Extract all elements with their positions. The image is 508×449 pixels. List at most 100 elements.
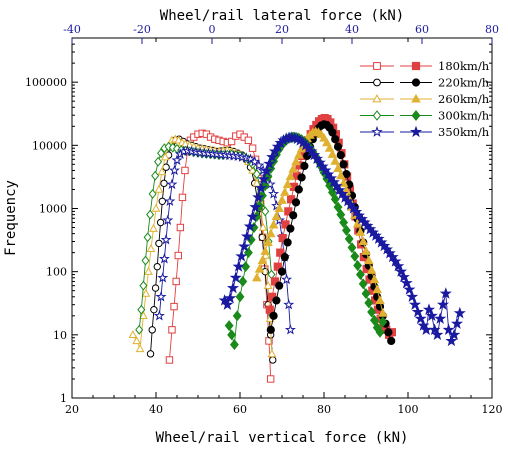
data-point: [324, 143, 335, 152]
data-point: [158, 197, 167, 205]
data-point: [425, 309, 438, 321]
data-point: [275, 281, 284, 290]
data-point: [128, 330, 138, 339]
y-tick-label: 1: [60, 392, 67, 405]
data-point: [274, 203, 285, 213]
data-point: [281, 273, 293, 285]
data-point: [291, 156, 301, 166]
data-point: [157, 167, 167, 176]
data-point: [373, 62, 381, 70]
series-layer: [128, 113, 466, 383]
data-point: [224, 291, 237, 304]
data-point: [372, 94, 382, 103]
data-point: [269, 356, 277, 364]
data-point: [252, 169, 261, 180]
data-point: [238, 275, 248, 287]
data-point: [257, 255, 268, 265]
data-point: [148, 188, 157, 199]
data-point: [139, 311, 148, 320]
data-point: [146, 209, 155, 220]
legend: 180km/h 220km/h 260km/h 300km/h 350km/h: [360, 59, 490, 139]
data-point: [137, 304, 146, 315]
data-point: [291, 198, 301, 207]
data-point: [372, 284, 383, 294]
data-point: [361, 288, 371, 300]
data-point: [251, 272, 262, 282]
data-point: [369, 274, 380, 284]
data-point: [240, 230, 254, 242]
data-point: [377, 308, 388, 317]
data-point: [384, 328, 393, 337]
data-point: [283, 238, 292, 247]
data-point: [288, 163, 299, 173]
data-point: [158, 252, 170, 264]
data-point: [411, 61, 421, 71]
data-point: [246, 210, 259, 222]
data-point: [151, 284, 160, 292]
data-point: [363, 255, 374, 265]
data-point: [366, 265, 377, 274]
data-point: [277, 267, 287, 276]
data-point: [373, 78, 381, 87]
data-point: [414, 312, 427, 324]
legend-entry-220: 220km/h: [360, 76, 490, 90]
data-point: [224, 320, 234, 332]
data-point: [168, 326, 176, 334]
x-tick-label: 60: [233, 403, 247, 416]
y-tick-label: 10000: [32, 139, 67, 152]
x-tick-label: 20: [65, 403, 79, 416]
data-point: [279, 187, 290, 196]
data-point: [227, 137, 236, 146]
data-point: [408, 298, 422, 310]
data-point: [132, 336, 142, 345]
data-point: [148, 326, 156, 334]
data-point: [155, 239, 163, 248]
data-point: [151, 170, 160, 181]
data-point: [369, 314, 379, 326]
data-point: [293, 149, 304, 159]
data-point: [232, 310, 242, 322]
data-point: [226, 281, 240, 294]
data-point: [286, 224, 295, 233]
legend-label: 220km/h: [438, 76, 490, 90]
data-point: [277, 195, 287, 204]
data-point: [387, 336, 396, 346]
data-point: [389, 255, 402, 267]
data-point: [221, 298, 234, 310]
legend-entry-180: 180km/h: [360, 59, 490, 73]
data-point: [271, 211, 282, 220]
data-point: [263, 237, 273, 247]
data-point: [347, 242, 357, 254]
data-point: [450, 317, 464, 329]
data-point: [448, 328, 461, 340]
data-point: [328, 128, 337, 137]
data-point: [431, 328, 444, 340]
data-point: [149, 223, 158, 232]
data-point: [165, 356, 174, 364]
series-260-vertical: [128, 134, 277, 358]
data-point: [155, 290, 167, 302]
data-point: [253, 159, 265, 171]
data-point: [139, 280, 148, 291]
data-point: [266, 150, 279, 163]
data-point: [411, 78, 421, 87]
data-point: [252, 178, 262, 187]
data-point: [353, 260, 363, 272]
data-point: [248, 144, 257, 152]
data-point: [297, 173, 306, 182]
data-point: [355, 227, 366, 236]
data-point: [227, 329, 237, 341]
x2-axis-ticks: -40 -20 0 20 40 60 80: [63, 23, 499, 44]
data-point: [229, 271, 242, 283]
legend-entry-300: 300km/h: [360, 109, 490, 123]
data-point: [146, 244, 156, 253]
data-point: [300, 161, 309, 171]
data-point: [358, 236, 369, 246]
data-point: [141, 255, 150, 266]
data-point: [361, 246, 371, 255]
data-point: [269, 311, 278, 320]
y-axis-title: Frequency: [3, 180, 19, 256]
data-point: [333, 163, 343, 173]
data-point: [151, 203, 161, 212]
data-point: [153, 262, 161, 271]
